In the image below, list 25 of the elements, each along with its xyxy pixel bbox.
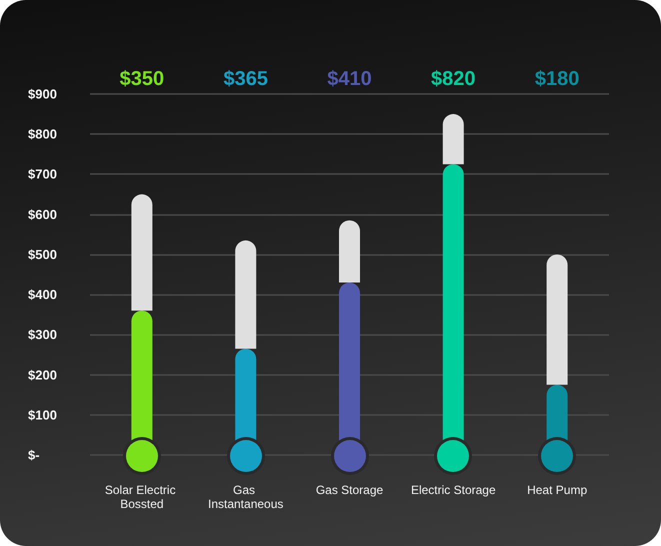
bar (235, 240, 256, 349)
y-tick-label: $500 (28, 246, 57, 262)
y-tick-label: $600 (28, 206, 57, 222)
y-tick-label: $300 (28, 327, 57, 342)
y-tick-label: $900 (28, 86, 57, 102)
text: $180 (534, 68, 580, 90)
x-tick-label: Electric Storage (410, 483, 496, 497)
bar (442, 114, 464, 164)
bar (131, 194, 152, 311)
y-tick-label: $100 (28, 407, 57, 422)
bar (339, 220, 360, 283)
bar (546, 254, 568, 385)
y-tick-label: $200 (28, 367, 57, 382)
text: $820 (431, 68, 476, 90)
text: $410 (327, 68, 372, 90)
x-tick-label: Gas Storage (316, 483, 384, 497)
x-tick-label: Solar Electric Bossted (104, 483, 179, 511)
x-tick-label: Heat Pump (527, 483, 588, 497)
text: $350 (120, 68, 164, 90)
y-tick-label: $700 (28, 166, 57, 182)
y-tick-label: $400 (28, 287, 57, 302)
text: $365 (223, 68, 268, 90)
y-tick-label: $800 (28, 126, 57, 142)
x-tick-label: Gas Instantaneous (208, 483, 284, 511)
y-tick-label: $- (28, 448, 40, 462)
